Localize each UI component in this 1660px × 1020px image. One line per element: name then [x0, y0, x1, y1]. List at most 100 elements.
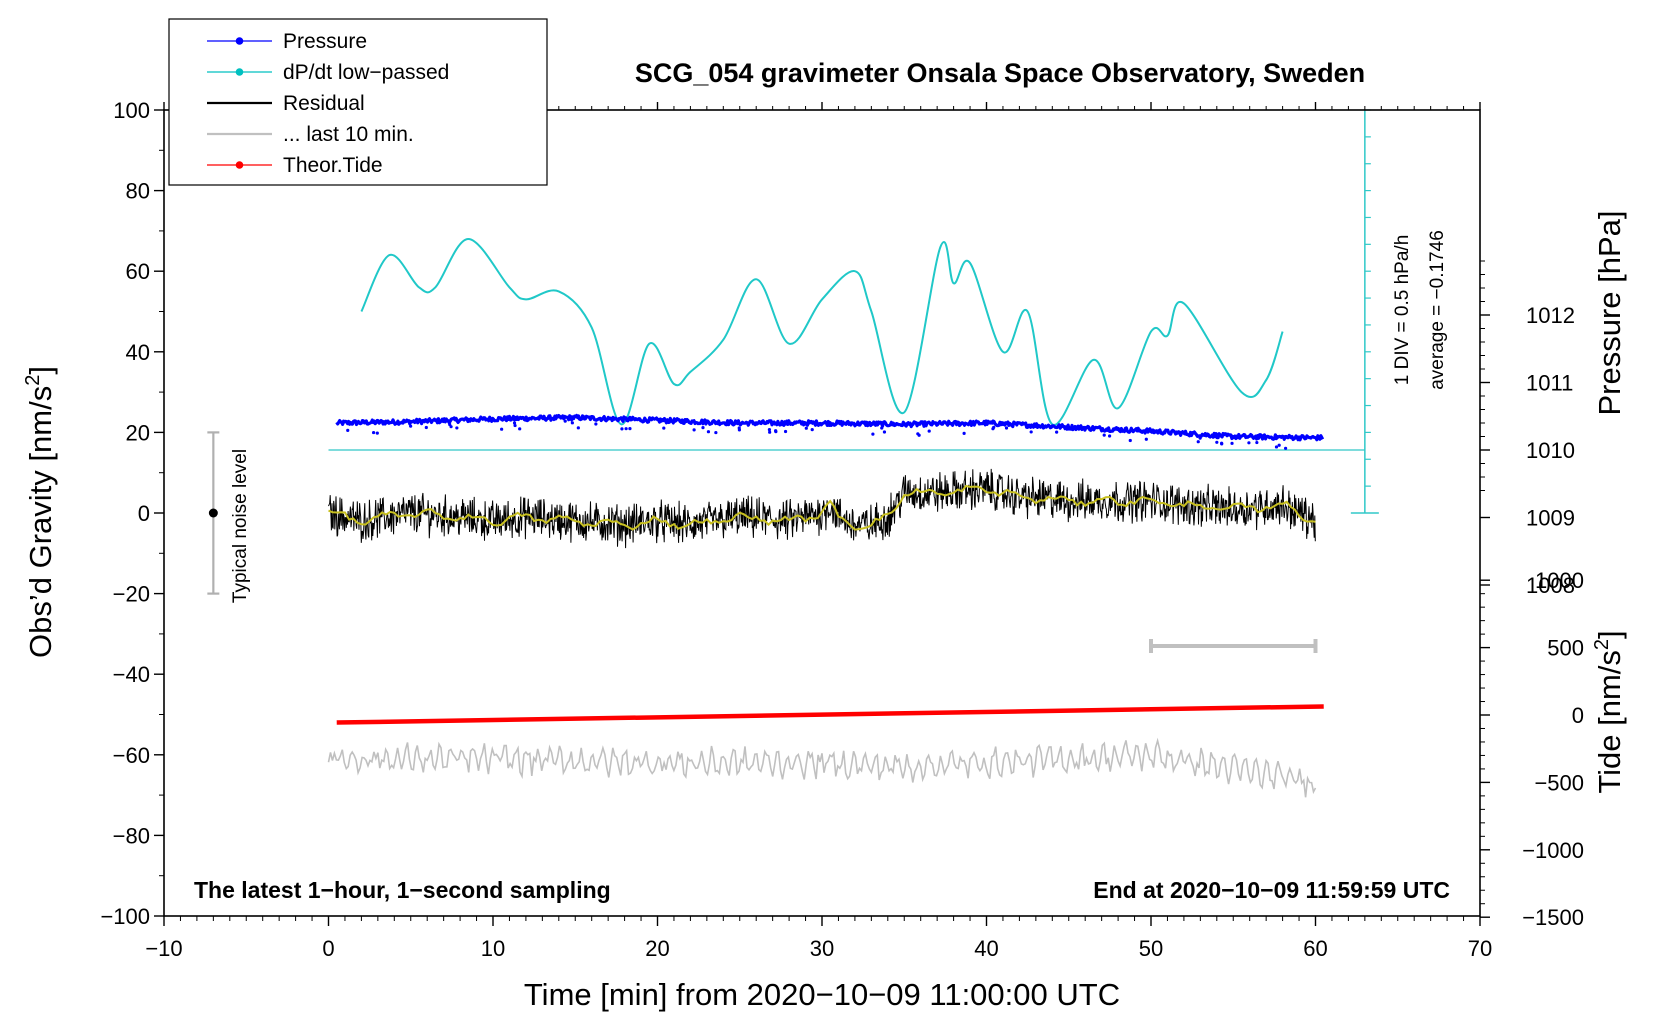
pressure-point [563, 419, 567, 423]
pressure-point [448, 422, 452, 427]
pressure-point [1283, 446, 1288, 450]
pressure-point [1144, 437, 1148, 441]
pressure-point [594, 422, 598, 426]
pressure-point [706, 430, 711, 434]
pressure-point [714, 430, 718, 435]
legend-marker [235, 161, 244, 169]
pressure-point [882, 430, 887, 434]
pressure-point [1102, 433, 1106, 437]
x-tick-label: 40 [974, 936, 998, 961]
pressure-point [1055, 430, 1059, 434]
x-tick-label: 0 [322, 936, 334, 961]
pressure-point [1107, 434, 1112, 438]
legend-label: Residual [283, 92, 365, 115]
pressure-point [624, 427, 628, 431]
x-tick-label: 30 [810, 936, 834, 961]
x-tick-label: 10 [481, 936, 505, 961]
pressure-point [620, 427, 624, 431]
tide-tick-label: 500 [1547, 636, 1584, 661]
y-axis-label: Obs’d Gravity [nm/s2] [22, 366, 58, 658]
pressure-point [774, 430, 778, 434]
pressure-point [917, 433, 921, 437]
legend-label: ... last 10 min. [283, 123, 414, 146]
pressure-point [409, 424, 413, 428]
legend-label: Pressure [283, 30, 367, 53]
pressure-point [804, 426, 808, 430]
pressure-point [1215, 440, 1219, 444]
pressure-point [375, 431, 379, 435]
tide-tick-label: 0 [1572, 703, 1584, 728]
pressure-point [570, 421, 574, 425]
pressure-point [1220, 442, 1224, 446]
pressure-point [768, 430, 772, 434]
bottom-left-note: The latest 1−hour, 1−second sampling [194, 877, 611, 903]
pressure-point [927, 429, 931, 433]
y-tick-label: −80 [113, 823, 150, 848]
pressure-point [1255, 440, 1259, 445]
y-tick-label: −100 [100, 904, 150, 929]
residual-smoothed-line [328, 484, 1316, 531]
pressure-point [1230, 441, 1234, 445]
pressure-point [518, 427, 522, 431]
scale-label-average: average = −0.1746 [1427, 230, 1448, 390]
tide-tick-label: −1500 [1522, 905, 1584, 930]
theor-tide-line [336, 704, 1324, 725]
pressure-point [962, 431, 966, 436]
y-tick-label: 60 [126, 259, 150, 284]
pressure-point [1274, 445, 1279, 449]
dpdt-line [360, 237, 1284, 426]
x-axis-label: Time [min] from 2020−10−09 11:00:00 UTC [524, 977, 1120, 1012]
pressure-point [424, 425, 428, 430]
pressure-point [692, 428, 696, 432]
pressure-point [992, 425, 996, 430]
pressure-tick-label: 1009 [1526, 506, 1575, 531]
pressure-point [1196, 440, 1200, 444]
y-tick-label: 20 [126, 420, 150, 445]
pressure-point [1198, 436, 1202, 440]
pressure-point [500, 427, 504, 431]
tide-tick-label: −1000 [1522, 838, 1584, 863]
pressure-point [455, 426, 459, 430]
tide-axis-label: Tide [nm/s2] [1591, 630, 1627, 793]
y-tick-label: 100 [113, 98, 150, 123]
series-layer [207, 109, 1379, 798]
legend: Pressure dP/dt low−passed Residual ... last… [168, 18, 548, 186]
pressure-point [737, 428, 742, 432]
axes-layer: −10 0 10 20 30 40 50 60 70−100−80−60−40−20020406… [100, 98, 1584, 961]
chart-title: SCG_054 gravimeter Onsala Space Observat… [635, 58, 1365, 88]
tide-tick-label: 1000 [1535, 568, 1584, 593]
x-tick-label: 50 [1139, 936, 1163, 961]
pressure-tick-label: 1011 [1526, 371, 1573, 396]
pressure-point [1277, 443, 1281, 447]
pressure-series [335, 413, 1325, 450]
pressure-point [371, 430, 376, 435]
pressure-point [1128, 438, 1132, 443]
pressure-line [335, 413, 1325, 442]
y-tick-label: 0 [138, 501, 150, 526]
legend-marker [235, 68, 244, 76]
pressure-point [513, 423, 517, 428]
x-tick-label: 60 [1303, 936, 1327, 961]
scale-label-div: 1 DIV = 0.5 hPa/h [1392, 235, 1413, 386]
last-10-min-line [327, 737, 1317, 798]
legend-label: dP/dt low−passed [283, 61, 449, 84]
pressure-point [880, 426, 884, 430]
y-tick-label: −60 [113, 743, 150, 768]
x-tick-label: 20 [645, 936, 669, 961]
pressure-point [512, 421, 517, 425]
pressure-point [346, 428, 350, 432]
x-tick-label: 70 [1468, 936, 1492, 961]
bottom-right-note: End at 2020−10−09 11:59:59 UTC [1093, 877, 1450, 903]
noise-level-label: Typical noise level [230, 449, 251, 603]
pressure-point [810, 428, 814, 432]
pressure-point [1004, 426, 1009, 430]
legend-label: Theor.Tide [283, 154, 383, 177]
pressure-axis-label: Pressure [hPa] [1592, 210, 1627, 415]
y-tick-label: 80 [126, 179, 150, 204]
pressure-point [1247, 441, 1251, 445]
residual-line [328, 468, 1316, 549]
noise-bar-center [208, 508, 218, 518]
pressure-point [767, 427, 772, 432]
legend-marker [235, 37, 244, 45]
